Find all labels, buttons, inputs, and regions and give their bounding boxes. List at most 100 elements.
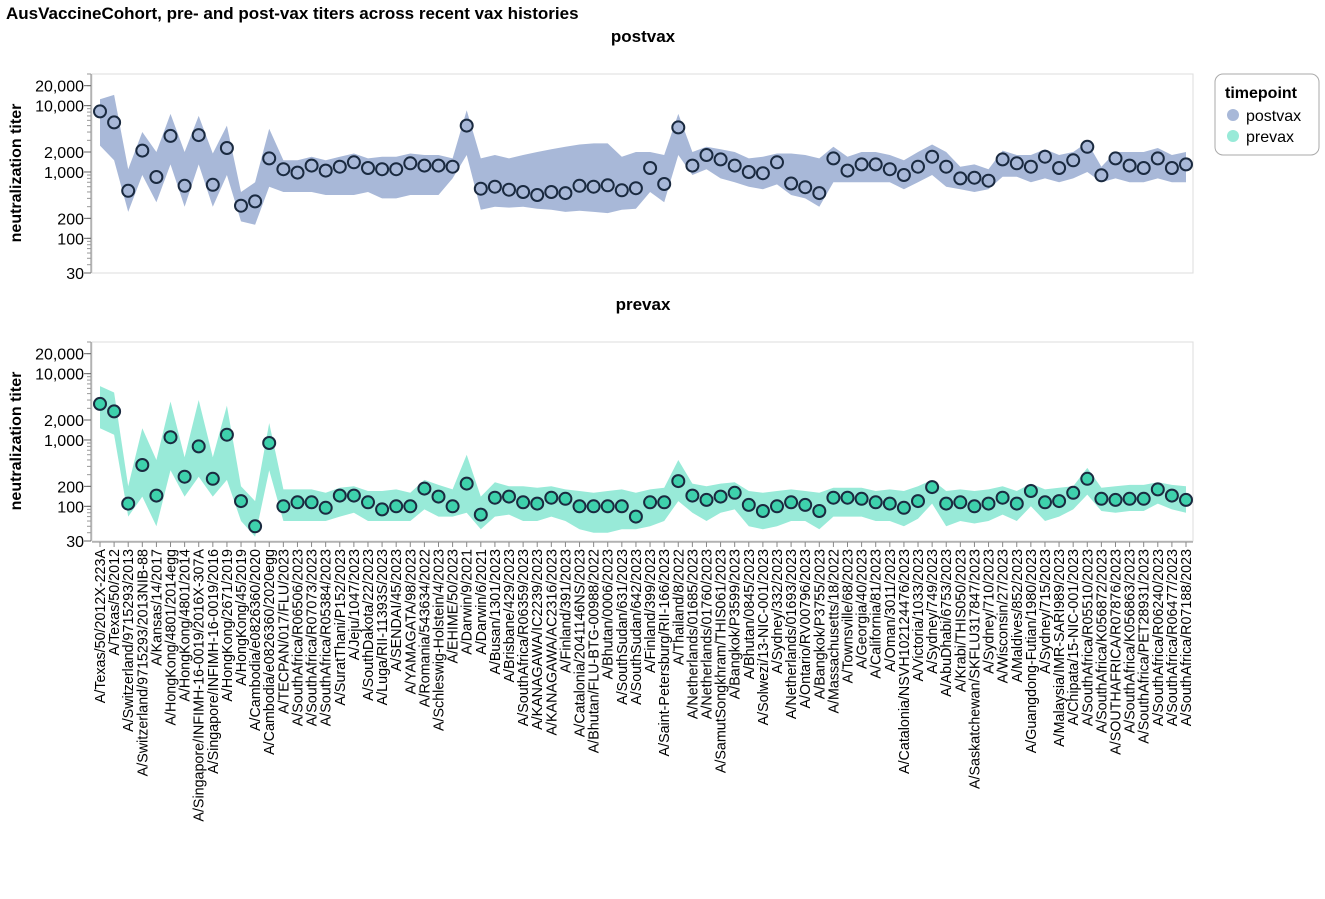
postvax-point-a-ehime-50-2023 — [445, 159, 460, 174]
prevax-point-a-saint-petersburg-rii-166-2023 — [657, 495, 672, 510]
x-tick-label-a-catalonia-nsvh102124476-2023: A/Catalonia/NSVH102124476/2023 — [897, 549, 913, 774]
postvax-point-a-bhutan-0845-2023 — [741, 165, 756, 179]
prevax-point-a-suratthani-p152-2023 — [332, 488, 347, 503]
x-tick-label-a-bhutan-flu-btg-00988-2022: A/Bhutan/FLU-BTG-00988/2022 — [587, 549, 603, 753]
x-tick-label-a-netherlands-01693-2023: A/Netherlands/01693/2023 — [784, 549, 800, 719]
prevax-point-a-netherlands-01685-2023 — [685, 488, 700, 503]
postvax-point-a-sydney-749-2023 — [925, 149, 940, 164]
prevax-point-a-hongkong-4801-2014 — [177, 469, 192, 484]
x-tick-label-a-southafrica-k056863-2023: A/SouthAfrica/K056863/2023 — [1123, 549, 1139, 733]
prevax-point-a-southafrica-r07876-2023 — [1108, 492, 1123, 507]
panel-prevax: prevax 30 100 200 1,000 2,000 10,000 20,000 ne… — [8, 295, 1195, 822]
x-tick-label-a-bhutan-0845-2023: A/Bhutan/0845/2023 — [742, 549, 758, 679]
postvax-point-a-hongkong-4801-2014 — [177, 178, 192, 193]
prevax-point-a-texas-50-2012 — [107, 404, 122, 419]
prevax-point-a-southafrica-r05510-2023 — [1080, 471, 1095, 486]
x-tick-label-a-cambodia-e0826360-2020: A/Cambodia/e0826360/2020 — [248, 549, 264, 731]
x-tick-label-a-wisconsin-27-2023: A/Wisconsin/27/2023 — [996, 549, 1012, 683]
prevax-point-a-southafrica-r06240-2023 — [1150, 482, 1165, 497]
y-tick-label: 2,000 — [44, 413, 84, 430]
postvax-point-a-samutsongkhram-this061-2023 — [713, 152, 728, 167]
prevax-point-a-yamagata-98-2023 — [403, 499, 418, 514]
postvax-point-a-southafrica-r05384-2023 — [318, 163, 333, 178]
y-tick-label: 10,000 — [35, 99, 84, 116]
prevax-point-a-jeju-1047-2023 — [346, 488, 361, 503]
x-tick-label-a-southafrica-r07876-2023: A/SOUTHAFRICA/R07876/2023 — [1109, 549, 1125, 755]
postvax-point-a-netherlands-01760-2023 — [699, 148, 714, 162]
x-tick-label-a-hongkong-45-2019: A/HongKong/45/2019 — [234, 549, 250, 686]
x-tick-label-a-darwin-6-2021: A/Darwin/6/2021 — [474, 549, 490, 655]
prevax-point-a-solwezi-13-nic-001-2023 — [755, 504, 770, 518]
prevax-point-a-kanagawa-ac2316-2023 — [544, 490, 559, 505]
postvax-point-a-bangkok-p3599-2023 — [727, 158, 742, 173]
y-axis-label-postvax: neutralization titer — [8, 104, 25, 243]
postvax-point-a-victoria-1033-2023 — [911, 159, 925, 174]
postvax-point-a-bhutan-0006-2023 — [600, 178, 615, 193]
prevax-point-a-thailand-8-2022 — [671, 474, 686, 489]
x-tick-label-a-bhutan-0006-2023: A/Bhutan/0006/2023 — [601, 549, 617, 679]
postvax-point-a-california-81-2023 — [868, 157, 883, 172]
y-tick-label: 1,000 — [44, 433, 84, 450]
postvax-point-a-finland-399-2023 — [643, 161, 658, 175]
postvax-point-a-southafrica-r07188-2023 — [1179, 157, 1193, 172]
x-tick-label-a-kanagawa-ic2239-2023: A/KANAGAWA/IC2239/2023 — [530, 549, 546, 730]
prevax-point-a-southafrica-r07188-2023 — [1179, 492, 1193, 507]
prevax-point-a-texas-50-2012x-223a — [93, 396, 107, 411]
x-tick-label-a-southafrica-r06240-2023: A/SouthAfrica/R06240/2023 — [1151, 549, 1167, 726]
x-tick-label-a-southafrica-pet28931-2023: A/SouthAfrica/PET28931/2023 — [1137, 549, 1153, 744]
postvax-point-a-thailand-8-2022 — [671, 120, 686, 135]
postvax-point-a-busan-1301-2023 — [487, 179, 502, 194]
band-layer-postvax — [100, 94, 1186, 225]
prevax-point-a-saskatchewan-skflu317847-2023 — [967, 499, 982, 514]
prevax-point-a-southafrica-k056863-2023 — [1122, 491, 1137, 506]
legend-label-postvax: postvax — [1246, 108, 1301, 125]
postvax-point-a-singapore-infimh-16-0019-2016x-307a — [191, 128, 206, 143]
postvax-point-a-darwin-6-2021 — [473, 181, 488, 196]
postvax-point-a-georgia-40-2023 — [854, 157, 869, 172]
prevax-point-a-bhutan-0845-2023 — [741, 497, 756, 512]
prevax-point-a-wisconsin-27-2023 — [995, 490, 1010, 505]
postvax-point-a-darwin-9-2021 — [459, 118, 474, 133]
x-tick-label-a-hongkong-2671-2019: A/HongKong/2671/2019 — [220, 549, 236, 702]
plot-frame-prevax — [91, 341, 1194, 542]
postvax-point-a-saskatchewan-skflu317847-2023 — [967, 170, 982, 185]
postvax-point-a-southafrica-r06477-2023 — [1164, 161, 1179, 175]
prevax-point-a-bangkok-p3599-2023 — [727, 485, 742, 500]
prevax-point-a-southafrica-r06359-2023 — [516, 495, 531, 510]
prevax-point-a-southdakota-22-2023 — [361, 495, 375, 510]
prevax-point-a-switzerland-9715293-2013nib-88 — [135, 458, 150, 472]
postvax-point-a-jeju-1047-2023 — [346, 155, 361, 170]
legend-title: timepoint — [1225, 85, 1298, 102]
postvax-point-a-saint-petersburg-rii-166-2023 — [657, 177, 672, 191]
x-tick-label-a-southafrica-r06359-2023: A/SouthAfrica/R06359/2023 — [516, 549, 532, 726]
postvax-point-a-yamagata-98-2023 — [403, 156, 418, 171]
x-tick-label-a-massachusetts-18-2022: A/Massachusetts/18/2022 — [826, 549, 842, 714]
prevax-point-a-hongkong-4801-2014egg — [163, 430, 178, 445]
x-tick-label-a-suratthani-p152-2023: A/SuratThani/P152/2023 — [333, 549, 349, 706]
x-tick-label-a-southafrica-r07188-2023: A/SouthAfrica/R07188/2023 — [1179, 549, 1195, 726]
x-tick-label-a-romania-543634-2022: A/Romania/543634/2022 — [417, 549, 433, 707]
prevax-point-a-guangdong-futian-1980-2023 — [1023, 484, 1038, 498]
postvax-point-a-luga-rii-11393s-2023 — [375, 162, 390, 177]
legend-frame — [1214, 73, 1320, 156]
x-tick-label-a-bangkok-p3755-2023: A/Bangkok/P3755/2023 — [812, 549, 828, 699]
y-axis-prevax: 30 100 200 1,000 2,000 10,000 20,000 — [35, 341, 92, 551]
prevax-point-a-california-81-2023 — [868, 495, 883, 510]
prevax-point-a-brisbane-429-2023 — [502, 489, 516, 504]
x-tick-label-a-singapore-infimh-16-0019-2016: A/Singapore/INFIMH-16-0019/2016 — [206, 549, 222, 774]
postvax-point-a-romania-543634-2022 — [417, 158, 432, 173]
postvax-point-a-kanagawa-ac2316-2023 — [544, 185, 559, 199]
x-tick-label-a-southafrica-k056872-2023: A/SouthAfrica/K056872/2023 — [1094, 549, 1110, 733]
prevax-point-a-catalonia-2041146ns-2023 — [572, 499, 587, 514]
x-tick-label-a-jeju-1047-2023: A/Jeju/1047/2023 — [347, 549, 363, 660]
prevax-point-a-singapore-infimh-16-0019-2016x-307a — [191, 439, 206, 454]
x-tick-label-a-southafrica-r05510-2023: A/SouthAfrica/R05510/2023 — [1080, 549, 1096, 726]
x-tick-label-a-oman-3011-2023: A/Oman/3011/2023 — [883, 549, 899, 672]
x-tick-label-a-ehime-50-2023: A/EHIME/50/2023 — [446, 549, 462, 663]
x-tick-label-a-texas-50-2012: A/Texas/50/2012 — [107, 549, 123, 656]
prevax-point-a-bhutan-flu-btg-00988-2022 — [586, 499, 601, 514]
y-tick-label: 20,000 — [35, 347, 84, 364]
postvax-point-a-guangdong-futian-1980-2023 — [1023, 159, 1038, 174]
postvax-point-a-singapore-infimh-16-0019-2016 — [205, 177, 220, 192]
x-tick-label-a-bangkok-p3599-2023: A/Bangkok/P3599/2023 — [728, 549, 744, 699]
